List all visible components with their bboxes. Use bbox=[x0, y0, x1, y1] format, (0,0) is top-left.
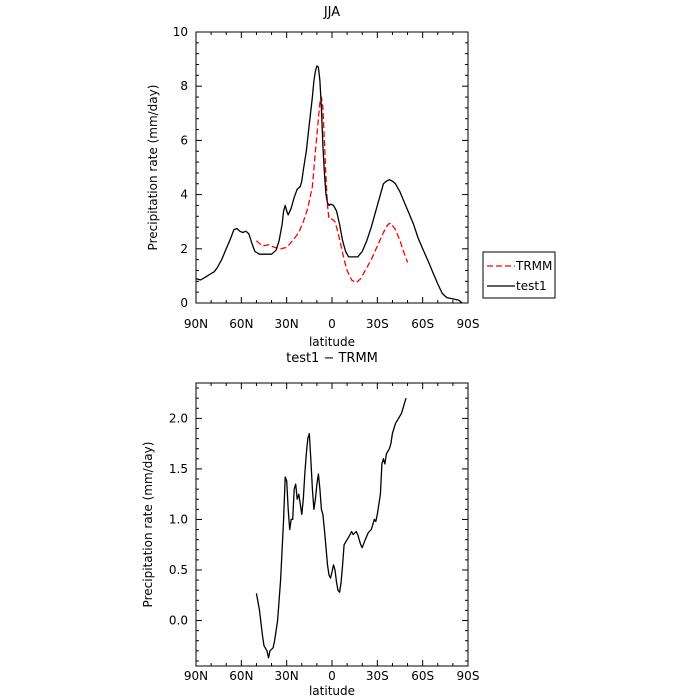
x-axis-label: latitude bbox=[309, 335, 355, 349]
x-tick-label: 90N bbox=[184, 317, 208, 331]
y-tick-label: 10 bbox=[173, 25, 188, 39]
x-tick-label: 30N bbox=[275, 317, 299, 331]
y-tick-label: 1.0 bbox=[169, 512, 188, 526]
y-tick-label: 4 bbox=[180, 188, 188, 202]
x-tick-label: 60N bbox=[229, 669, 253, 683]
legend-box bbox=[482, 251, 556, 299]
y-axis-label: Precipitation rate (mm/day) bbox=[146, 85, 160, 251]
x-tick-label: 0 bbox=[328, 317, 336, 331]
series-line-test1 bbox=[195, 65, 463, 304]
plot-frame bbox=[195, 31, 469, 304]
series-line-trmm bbox=[255, 96, 409, 284]
x-tick-label: 30S bbox=[366, 317, 389, 331]
y-tick-label: 0.5 bbox=[169, 563, 188, 577]
x-tick-label: 90S bbox=[457, 669, 480, 683]
y-tick-label: 1.5 bbox=[169, 462, 188, 476]
legend-label: test1 bbox=[516, 279, 547, 293]
x-tick-label: 60S bbox=[411, 317, 434, 331]
legend: TRMM test1 bbox=[482, 251, 556, 299]
chart-title: test1 − TRMM bbox=[286, 351, 378, 366]
chart-title: JJA bbox=[323, 5, 340, 20]
chart-1: JJA 90N 60N 30N 0 30S 60S 90S latitude 0 2 4 6 8 10 Pre… bbox=[146, 5, 556, 349]
x-tick-label: 30N bbox=[275, 669, 299, 683]
x-tick-label: 90S bbox=[457, 317, 480, 331]
y-tick-label: 2 bbox=[180, 242, 188, 256]
y-tick-label: 8 bbox=[180, 79, 188, 93]
chart-2: test1 − TRMM 90N 60N 30N 0 30S 60S 90S latitude 0… bbox=[141, 351, 479, 698]
x-tick-label: 90N bbox=[184, 669, 208, 683]
x-axis-label: latitude bbox=[309, 684, 355, 698]
y-tick-label: 2.0 bbox=[169, 411, 188, 425]
x-tick-label: 30S bbox=[366, 669, 389, 683]
y-tick-label: 0.0 bbox=[169, 614, 188, 628]
y-tick-label: 6 bbox=[180, 133, 188, 147]
x-tick-label: 0 bbox=[328, 669, 336, 683]
series-line-diff bbox=[255, 398, 407, 659]
legend-label: TRMM bbox=[515, 259, 552, 273]
y-axis-label: Precipitation rate (mm/day) bbox=[141, 442, 155, 608]
x-tick-label: 60S bbox=[411, 669, 434, 683]
plot-frame bbox=[195, 382, 469, 667]
y-tick-label: 0 bbox=[180, 296, 188, 310]
x-tick-label: 60N bbox=[229, 317, 253, 331]
